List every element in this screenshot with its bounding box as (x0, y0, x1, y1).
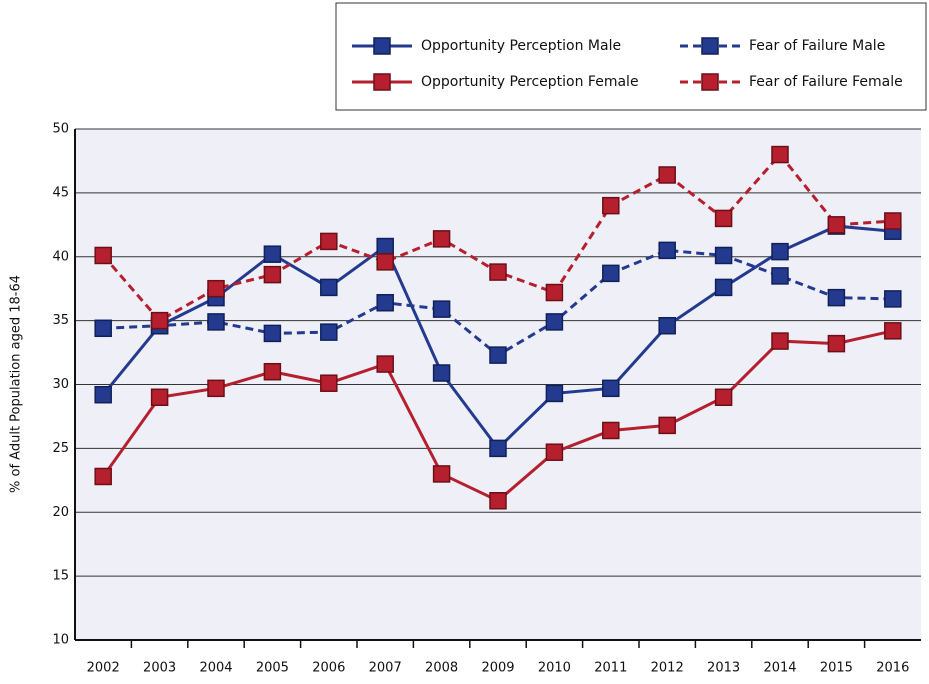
marker (432, 230, 451, 248)
marker (263, 245, 282, 263)
marker (94, 385, 112, 404)
x-tick-label: 2004 (199, 661, 232, 676)
marker (771, 145, 789, 164)
x-tick-label: 2008 (425, 661, 458, 676)
marker (263, 265, 282, 284)
marker (602, 264, 620, 283)
legend-marker (373, 37, 391, 55)
marker (432, 465, 451, 483)
legend-label: Fear of Failure Female (749, 74, 903, 90)
x-tick-label: 2003 (143, 661, 176, 676)
y-tick-label: 15 (52, 569, 69, 584)
x-tick-label: 2014 (763, 661, 796, 676)
marker (884, 322, 902, 340)
legend-label: Opportunity Perception Male (421, 38, 621, 54)
legend-box (335, 2, 927, 111)
x-tick-label: 2013 (707, 661, 740, 676)
y-tick-label: 10 (52, 633, 69, 648)
marker (602, 421, 620, 440)
marker (771, 332, 789, 350)
y-tick-label: 35 (52, 313, 69, 328)
x-tick-label: 2011 (594, 661, 627, 676)
marker (714, 388, 733, 407)
marker (376, 293, 394, 312)
marker (207, 279, 225, 298)
x-tick-label: 2010 (538, 661, 571, 676)
marker (150, 311, 169, 330)
x-tick-label: 2016 (876, 661, 909, 676)
marker (489, 439, 507, 458)
marker (320, 278, 338, 297)
marker (150, 388, 169, 407)
marker (489, 492, 507, 510)
marker (376, 355, 394, 373)
marker (771, 267, 789, 285)
marker (263, 324, 282, 343)
marker (884, 290, 902, 308)
x-tick-label: 2006 (312, 661, 345, 676)
y-tick-label: 25 (52, 441, 69, 456)
marker (207, 313, 225, 331)
legend-label: Fear of Failure Male (749, 38, 885, 54)
marker (320, 374, 338, 392)
legend-label: Opportunity Perception Female (421, 74, 639, 90)
marker (658, 166, 676, 184)
marker (263, 362, 282, 381)
marker (320, 232, 338, 251)
marker (827, 288, 846, 307)
x-tick-label: 2007 (369, 661, 402, 676)
x-tick-label: 2012 (651, 661, 684, 676)
marker (432, 300, 451, 318)
marker (827, 334, 846, 353)
y-tick-label: 40 (52, 249, 69, 264)
marker (714, 278, 733, 297)
marker (771, 242, 789, 261)
marker (489, 263, 507, 281)
y-tick-label: 30 (52, 377, 69, 392)
y-tick-label: 45 (52, 185, 69, 200)
marker (545, 283, 564, 302)
marker (320, 323, 338, 341)
x-tick-label: 2009 (481, 661, 514, 676)
marker (432, 364, 451, 382)
marker (376, 237, 394, 256)
marker (658, 416, 676, 435)
legend-marker (701, 73, 719, 91)
marker (545, 384, 564, 403)
marker (545, 313, 564, 331)
marker (884, 212, 902, 230)
marker (489, 346, 507, 364)
marker (827, 216, 846, 234)
y-tick-label: 50 (52, 122, 69, 137)
marker (94, 319, 112, 338)
x-tick-label: 2005 (256, 661, 289, 676)
legend-marker (373, 73, 391, 91)
marker (714, 246, 733, 265)
marker (658, 316, 676, 335)
y-tick-label: 20 (52, 505, 69, 520)
marker (658, 241, 676, 260)
marker (94, 467, 112, 486)
marker (602, 196, 620, 215)
marker (545, 443, 564, 461)
marker (714, 209, 733, 228)
y-axis-label: % of Adult Population aged 18-64 (9, 275, 24, 493)
marker (602, 379, 620, 398)
x-tick-label: 2015 (820, 661, 853, 676)
x-tick-label: 2002 (87, 661, 120, 676)
legend-marker (701, 37, 719, 55)
marker (207, 379, 225, 398)
marker (94, 246, 112, 265)
marker (376, 253, 394, 271)
